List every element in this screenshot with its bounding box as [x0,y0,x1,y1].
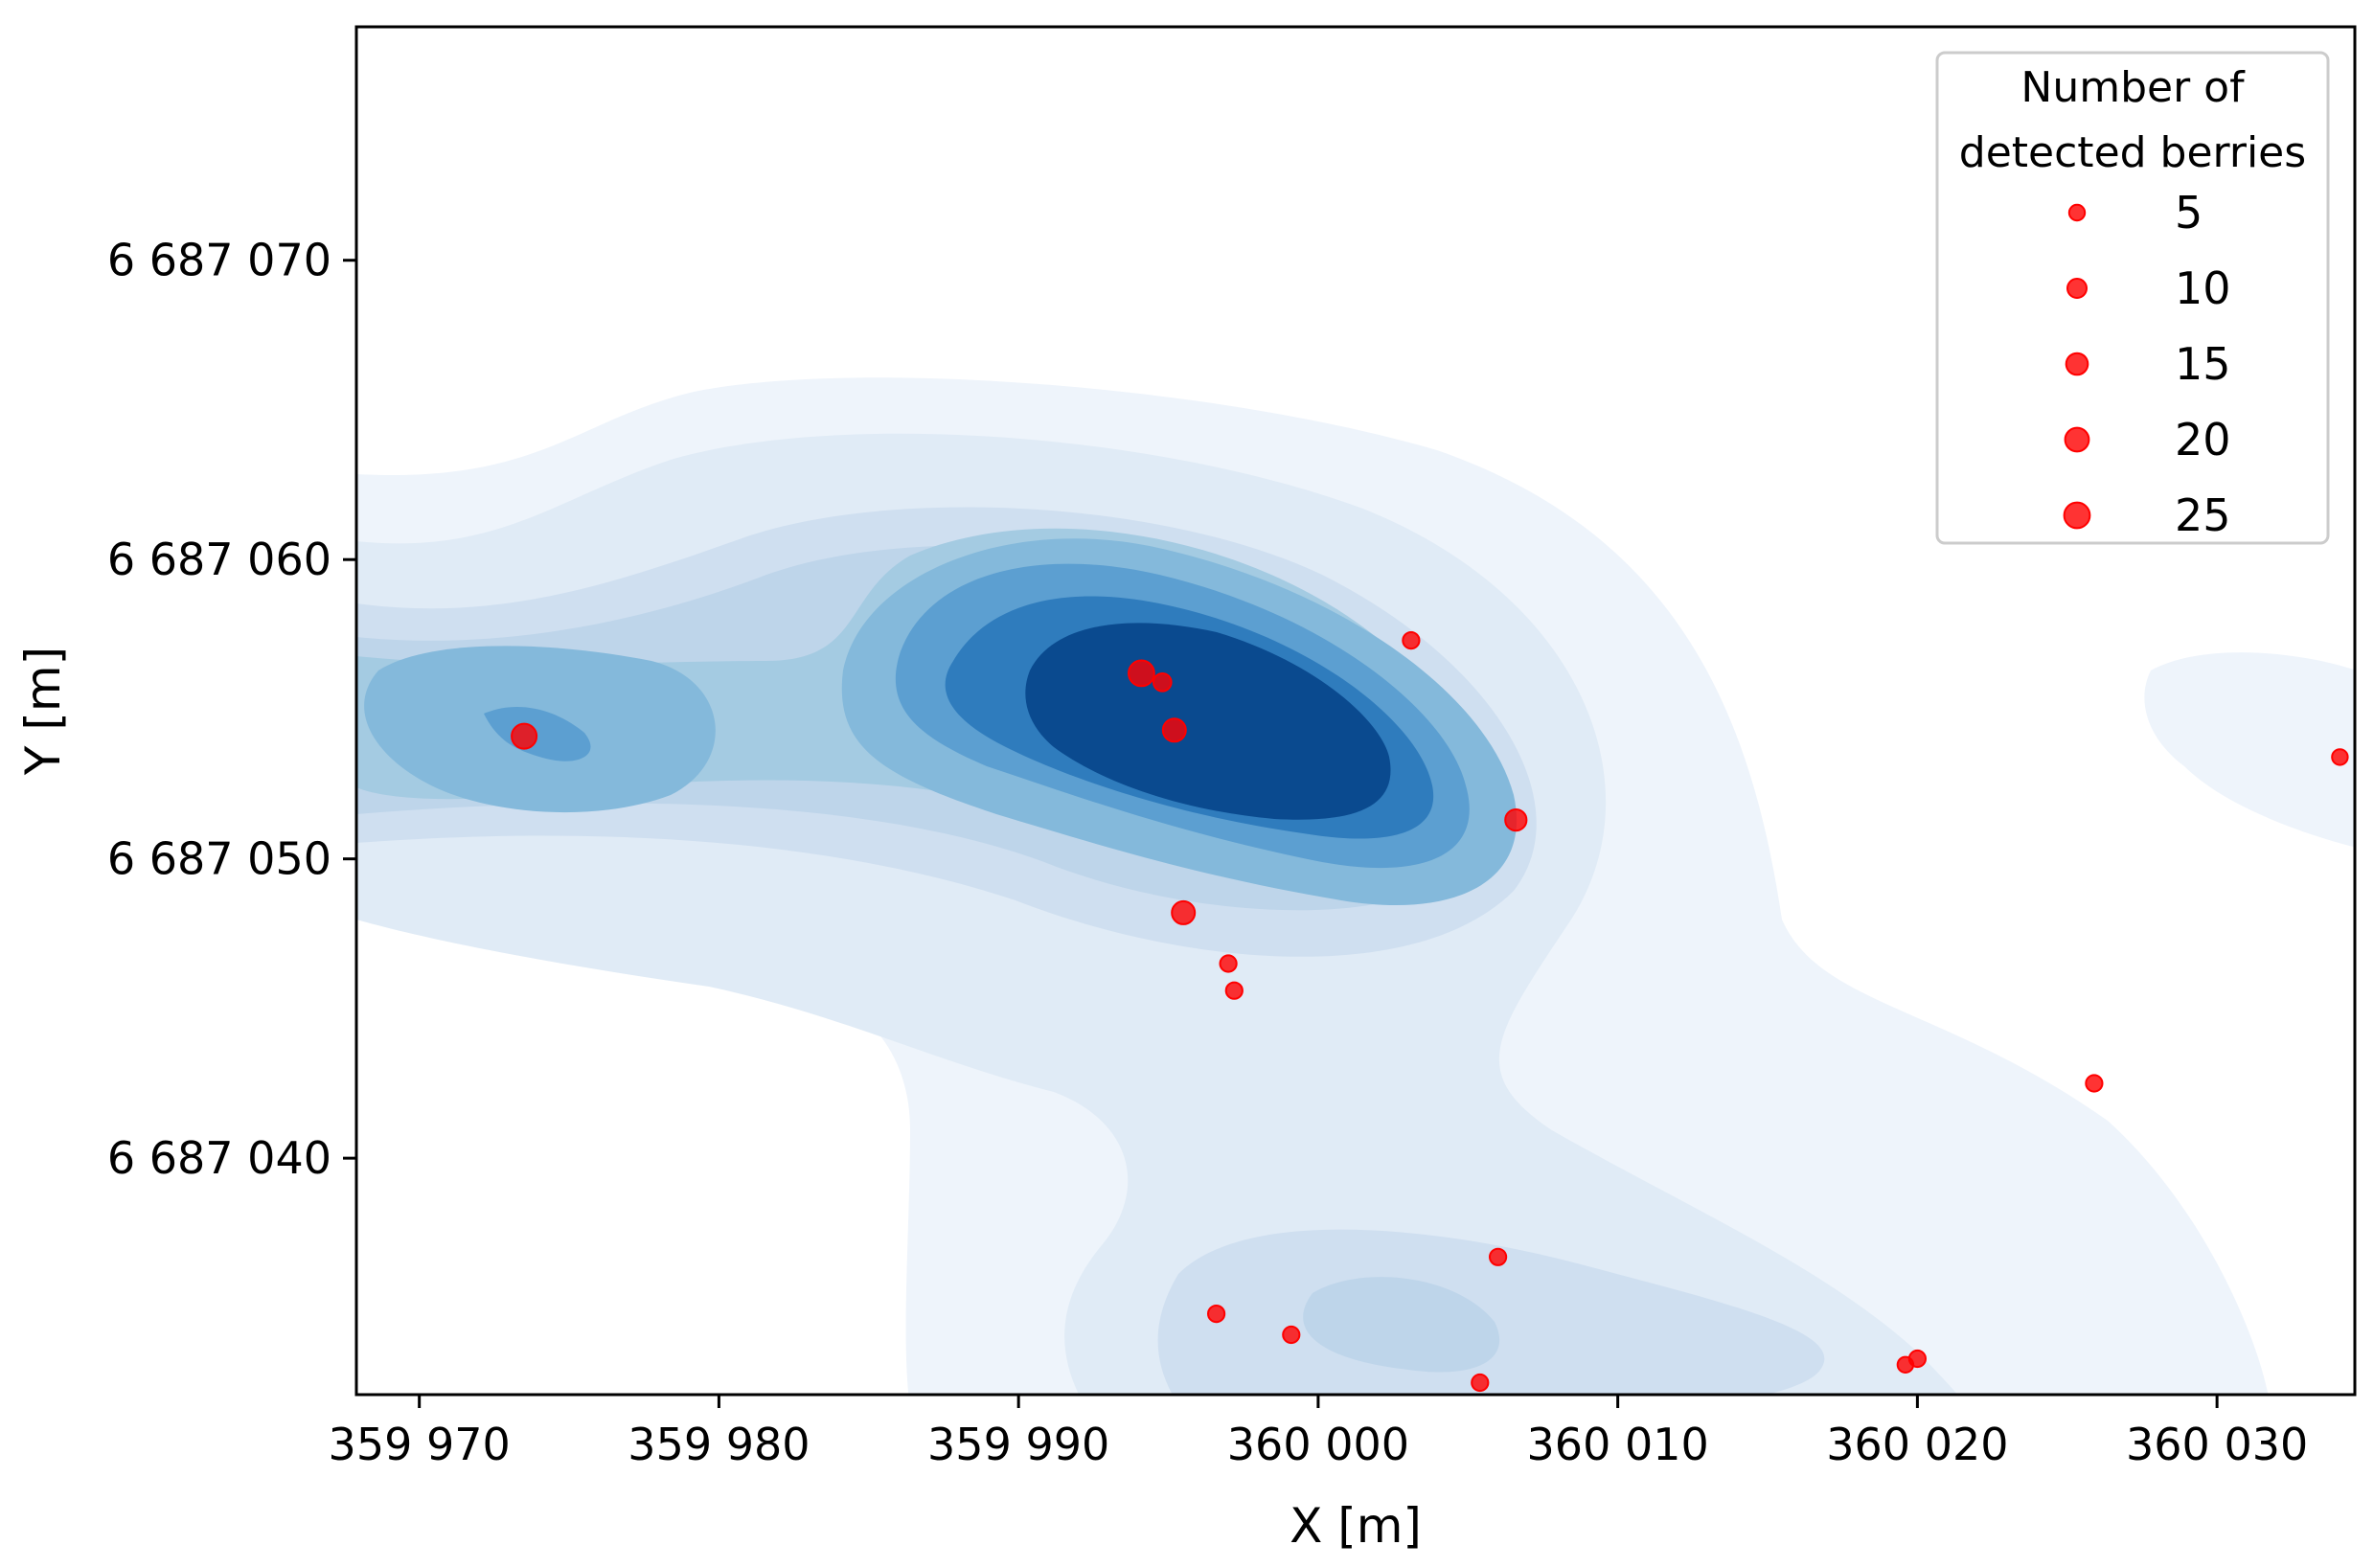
y-tick-label: 6 687 060 [107,534,331,585]
x-tick-label: 360 000 [1227,1419,1409,1470]
density-level-4 [1303,1277,1500,1373]
data-point-15 [1907,1349,1928,1369]
legend-title-line-1: Number of [2020,63,2246,112]
density-level-3 [1157,1229,1825,1395]
data-point-12 [1282,1325,1301,1345]
y-tick-label: 6 687 050 [107,833,331,885]
y-axis-label: Y [m] [15,647,71,776]
data-point-10 [1489,1247,1508,1266]
legend-label-25: 25 [2175,489,2231,541]
x-axis-label: X [m] [1290,1498,1422,1554]
x-tick-label: 360 010 [1527,1419,1709,1470]
legend-label-5: 5 [2175,187,2203,239]
data-point-13 [1471,1373,1490,1393]
legend-marker-5 [2067,203,2087,222]
legend-title-line-2: detected berries [1959,128,2306,177]
x-tick-label: 359 990 [927,1419,1109,1470]
y-axis: 6 687 040 6 687 050 6 687 060 6 687 070 [107,235,356,1184]
data-point-4 [1161,717,1187,743]
data-points [511,631,2349,1393]
x-axis: 359 970 359 980 359 990 360 000 360 010 360 0… [329,1395,2308,1470]
data-point-8 [1402,631,1421,650]
x-tick-label: 360 030 [2126,1419,2308,1470]
data-point-16 [2085,1074,2104,1093]
legend-label-10: 10 [2175,262,2231,314]
legend: Number of detected berries 5 10 15 20 25 [1935,51,2330,545]
y-tick-label: 6 687 040 [107,1132,331,1184]
x-tick-label: 359 980 [628,1419,810,1470]
data-point-3 [1153,672,1173,693]
x-tick-label: 360 020 [1826,1419,2008,1470]
y-tick-label: 6 687 070 [107,235,331,286]
legend-label-15: 15 [2175,338,2231,390]
plot-frame [354,25,2357,1397]
density-level-9 [1025,623,1391,820]
data-point-9 [1504,808,1528,832]
legend-box [1935,51,2330,545]
legend-marker-15 [2065,352,2089,376]
data-point-11 [1207,1305,1226,1324]
legend-marker-25 [2063,501,2091,530]
data-point-5 [1171,899,1197,925]
data-point-1 [511,722,538,750]
legend-marker-20 [2064,426,2090,453]
x-tick-label: 359 970 [329,1419,511,1470]
data-point-17 [2331,748,2349,766]
data-point-6 [1219,954,1238,973]
legend-marker-10 [2066,278,2088,299]
legend-label-20: 20 [2175,414,2231,466]
density-level-1-east [2144,652,2355,848]
data-point-7 [1224,981,1244,1000]
data-point-2 [1128,659,1155,688]
